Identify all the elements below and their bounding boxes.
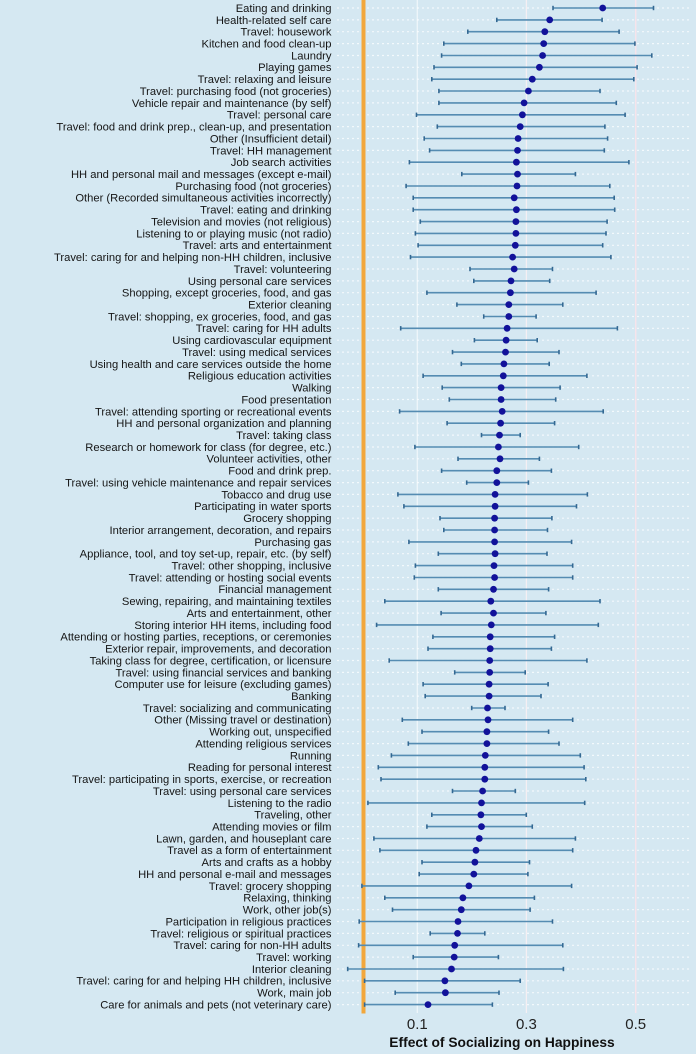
svg-text:Travel: arts and entertainment: Travel: arts and entertainment [183,240,333,252]
svg-text:Kitchen and food clean-up: Kitchen and food clean-up [202,39,332,51]
svg-text:Listening to or playing music: Listening to or playing music (not radio… [136,228,332,240]
svg-text:Eating and drinking: Eating and drinking [236,3,332,15]
svg-text:Travel: caring for HH adults: Travel: caring for HH adults [196,323,332,335]
svg-text:Care for animals and pets (not: Care for animals and pets (not veterinar… [100,1000,332,1012]
svg-text:Travel as a form of entertainm: Travel as a form of entertainment [167,845,332,857]
svg-text:Attending religious services: Attending religious services [195,739,332,751]
svg-text:Sewing, repairing, and maintai: Sewing, repairing, and maintaining texti… [122,596,332,608]
svg-text:Travel: food and drink prep.,: Travel: food and drink prep., clean-up, … [56,122,331,134]
svg-text:Television and movies (not rel: Television and movies (not religious) [151,217,332,229]
svg-text:Exterior repair, improvements,: Exterior repair, improvements, and decor… [105,644,331,656]
svg-text:Relaxing, thinking: Relaxing, thinking [243,893,331,905]
svg-text:Travel: attending or hosting s: Travel: attending or hosting social even… [129,572,332,584]
svg-text:Travel: caring for and helping: Travel: caring for and helping HH childr… [76,976,331,988]
svg-text:Listening to the radio: Listening to the radio [228,798,332,810]
svg-text:Food presentation: Food presentation [241,394,331,406]
svg-text:Work, main job: Work, main job [257,988,331,1000]
svg-text:Religious education activities: Religious education activities [188,371,332,383]
svg-text:Financial management: Financial management [218,584,332,596]
svg-text:HH and personal organization a: HH and personal organization and plannin… [116,418,331,430]
svg-text:Attending movies or film: Attending movies or film [212,822,331,834]
svg-text:Interior cleaning: Interior cleaning [252,964,332,976]
svg-text:Participating in water sports: Participating in water sports [194,501,332,513]
svg-text:Health-related self care: Health-related self care [216,15,332,27]
svg-text:Travel: socializing and commun: Travel: socializing and communicating [143,703,332,715]
svg-text:Travel: grocery shopping: Travel: grocery shopping [209,881,332,893]
svg-text:Arts and crafts as a hobby: Arts and crafts as a hobby [202,857,332,869]
svg-text:Travel: using medical services: Travel: using medical services [182,347,332,359]
svg-text:Effect of Socializing on Happi: Effect of Socializing on Happiness [389,1035,615,1050]
svg-text:Travel: HH management: Travel: HH management [210,145,332,157]
svg-text:Attending or hosting parties,: Attending or hosting parties, receptions… [60,632,332,644]
svg-text:Reading for personal interest: Reading for personal interest [188,762,333,774]
svg-text:HH and personal e-mail and mes: HH and personal e-mail and messages [138,869,332,881]
svg-text:Running: Running [290,750,332,762]
svg-text:Laundry: Laundry [291,50,332,62]
svg-text:Other (Missing travel or desti: Other (Missing travel or destination) [154,715,331,727]
svg-text:Travel: personal care: Travel: personal care [227,110,332,122]
svg-text:Other (Insufficient detail): Other (Insufficient detail) [210,133,332,145]
svg-text:Travel: working: Travel: working [256,952,331,964]
svg-text:Taking class for degree, certi: Taking class for degree, certification, … [90,655,332,667]
svg-text:Appliance, tool, and toy set-u: Appliance, tool, and toy set-up, repair,… [80,549,332,561]
svg-text:Food and drink prep.: Food and drink prep. [228,466,331,478]
svg-text:Travel: housework: Travel: housework [241,27,332,39]
svg-text:Using personal care services: Using personal care services [188,276,332,288]
svg-text:Travel: religious or spiritual: Travel: religious or spiritual practices [150,928,332,940]
svg-text:Job search activities: Job search activities [231,157,332,169]
svg-text:Arts and entertainment, other: Arts and entertainment, other [187,608,332,620]
svg-text:Traveling, other: Traveling, other [254,810,332,822]
svg-text:Travel: relaxing and leisure: Travel: relaxing and leisure [198,74,332,86]
svg-text:Travel: using personal care se: Travel: using personal care services [153,786,332,798]
svg-text:Travel: participating in sport: Travel: participating in sports, exercis… [72,774,332,786]
svg-text:Travel: using vehicle maintena: Travel: using vehicle maintenance and re… [65,478,332,490]
svg-text:Exterior cleaning: Exterior cleaning [248,300,331,312]
svg-text:0.5: 0.5 [625,1016,646,1033]
svg-text:Travel: eating and drinking: Travel: eating and drinking [200,205,331,217]
svg-text:Using cardiovascular equipment: Using cardiovascular equipment [172,335,332,347]
svg-text:Computer use for leisure (excl: Computer use for leisure (excluding game… [114,679,331,691]
svg-text:Vehicle repair and maintenance: Vehicle repair and maintenance (by self) [132,98,332,110]
svg-text:Travel: volunteering: Travel: volunteering [234,264,332,276]
svg-text:Travel: other shopping, inclus: Travel: other shopping, inclusive [171,561,331,573]
svg-text:Travel: attending sporting or: Travel: attending sporting or recreation… [95,406,332,418]
svg-text:Volunteer activities, other: Volunteer activities, other [207,454,332,466]
svg-text:Travel: using financial servic: Travel: using financial services and ban… [116,667,332,679]
svg-text:Travel: purchasing food (not g: Travel: purchasing food (not groceries) [140,86,332,98]
svg-text:Participation in religious pra: Participation in religious practices [165,916,331,928]
svg-text:0.1: 0.1 [407,1016,428,1033]
svg-text:Work, other job(s): Work, other job(s) [243,905,332,917]
svg-text:Other (Recorded simultaneous a: Other (Recorded simultaneous activities … [75,193,331,205]
svg-text:Purchasing food (not groceries: Purchasing food (not groceries) [175,181,331,193]
svg-text:Playing games: Playing games [258,62,332,74]
svg-text:Interior arrangement, decorati: Interior arrangement, decoration, and re… [109,525,331,537]
svg-text:Tobacco and drug use: Tobacco and drug use [221,489,331,501]
svg-text:Purchasing gas: Purchasing gas [254,537,332,549]
svg-text:Travel: caring for and helping: Travel: caring for and helping non-HH ch… [54,252,332,264]
svg-text:HH and personal mail and messa: HH and personal mail and messages (excep… [71,169,332,181]
svg-text:Travel: caring for non-HH adul: Travel: caring for non-HH adults [173,940,332,952]
svg-text:Using health and care services: Using health and care services outside t… [90,359,332,371]
svg-text:Storing interior HH items, inc: Storing interior HH items, including foo… [134,620,331,632]
svg-text:Grocery shopping: Grocery shopping [243,513,331,525]
svg-text:Shopping, except groceries, fo: Shopping, except groceries, food, and ga… [122,288,332,300]
svg-text:Research or homework for class: Research or homework for class (for degr… [85,442,331,454]
svg-text:Travel: shopping, ex groceries: Travel: shopping, ex groceries, food, an… [108,311,332,323]
svg-text:Lawn, garden, and houseplant c: Lawn, garden, and houseplant care [156,833,331,845]
svg-text:Banking: Banking [291,691,331,703]
svg-text:Working out, unspecified: Working out, unspecified [209,727,331,739]
svg-text:Travel: taking class: Travel: taking class [236,430,332,442]
svg-text:0.3: 0.3 [516,1016,537,1033]
svg-text:Walking: Walking [292,383,331,395]
